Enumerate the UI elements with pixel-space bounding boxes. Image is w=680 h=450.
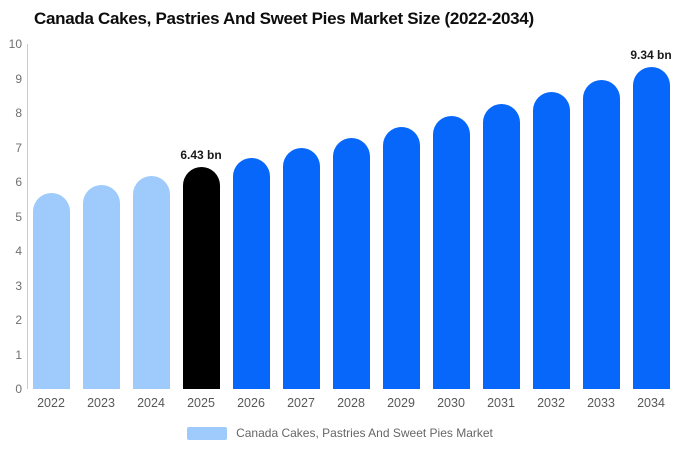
bar-2034: [632, 66, 670, 389]
x-label-2031: 2031: [487, 396, 515, 410]
bar-2032: [532, 92, 570, 389]
bar-2028: [332, 137, 370, 389]
value-annotation-2034: 9.34 bn: [630, 47, 672, 62]
x-label-2032: 2032: [537, 396, 565, 410]
y-tick-label-1: 1: [15, 347, 22, 362]
y-tick-label-6: 6: [15, 175, 22, 189]
legend: Canada Cakes, Pastries And Sweet Pies Ma…: [0, 426, 680, 440]
bar-2030: [432, 116, 470, 389]
value-annotation-2025: 6.43 bn: [180, 148, 222, 163]
x-label-2024: 2024: [137, 396, 165, 410]
x-label-2022: 2022: [37, 396, 65, 410]
x-label-2027: 2027: [287, 396, 315, 410]
x-label-2028: 2028: [337, 396, 365, 410]
chart-title: Canada Cakes, Pastries And Sweet Pies Ma…: [34, 9, 534, 28]
bar-2025: [182, 167, 220, 389]
y-tick-label-4: 4: [15, 244, 22, 258]
x-label-2034: 2034: [637, 396, 665, 410]
y-tick-label-7: 7: [15, 140, 22, 155]
x-label-2030: 2030: [437, 396, 465, 410]
bar-2022: [32, 193, 70, 389]
y-tick-label-5: 5: [15, 209, 22, 224]
legend-label: Canada Cakes, Pastries And Sweet Pies Ma…: [236, 426, 493, 440]
y-tick-label-2: 2: [15, 313, 22, 327]
bar-2031: [482, 104, 520, 389]
y-axis-line: [27, 44, 28, 389]
bar-2029: [382, 127, 420, 389]
y-tick-label-0: 0: [15, 382, 22, 396]
bar-2033: [582, 79, 620, 389]
bar-2027: [282, 147, 320, 389]
x-label-2033: 2033: [587, 396, 615, 410]
y-tick-label-10: 10: [8, 37, 22, 51]
y-tick-label-9: 9: [15, 71, 22, 86]
x-label-2026: 2026: [237, 396, 265, 410]
legend-swatch: [187, 426, 228, 440]
bar-2024: [132, 176, 170, 389]
x-label-2029: 2029: [387, 396, 415, 410]
bar-2023: [82, 184, 120, 389]
x-label-2025: 2025: [187, 396, 215, 410]
bar-2026: [232, 157, 270, 389]
x-label-2023: 2023: [87, 396, 115, 410]
y-tick-label-8: 8: [15, 106, 22, 120]
y-tick-label-3: 3: [15, 278, 22, 293]
